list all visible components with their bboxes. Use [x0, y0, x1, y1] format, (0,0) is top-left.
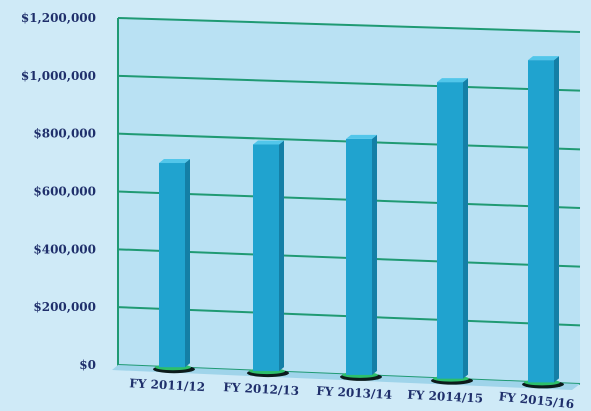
bar-side	[554, 56, 559, 382]
bar-top	[346, 135, 377, 139]
bar-side	[372, 135, 377, 375]
bar	[437, 82, 463, 379]
y-tick-label: $1,200,000	[21, 11, 96, 25]
y-tick-label: $600,000	[33, 185, 96, 199]
bar-side	[185, 159, 190, 367]
bar-top	[528, 56, 559, 60]
bar	[346, 139, 372, 375]
bar-top	[253, 140, 284, 144]
bar	[253, 144, 279, 371]
y-tick-label: $200,000	[33, 300, 96, 314]
y-tick-label: $400,000	[33, 242, 96, 256]
bar	[159, 163, 185, 367]
bar-side	[463, 78, 468, 379]
y-tick-label: $0	[79, 358, 96, 372]
bar-side	[279, 140, 284, 371]
y-tick-label: $800,000	[33, 127, 96, 141]
bar-top	[437, 78, 468, 82]
bar-top	[159, 159, 190, 163]
y-tick-label: $1,000,000	[21, 69, 96, 83]
bar	[528, 60, 554, 382]
